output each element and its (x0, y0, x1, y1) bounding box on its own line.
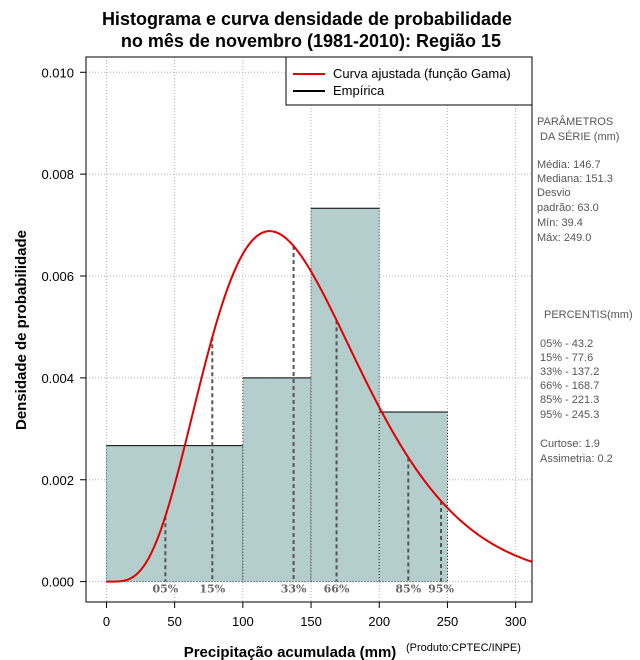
y-axis-label: Densidade de probabilidade (13, 230, 30, 430)
x-tick-label-5: 250 (437, 614, 459, 629)
percentile-label-3: 66% (324, 583, 350, 596)
percentile-label-1: 15% (199, 583, 225, 596)
legend-box (285, 56, 533, 106)
percentile-label-4: 85% (395, 583, 421, 596)
stat-desvio-2: padrão: 63.0 (537, 202, 599, 214)
percentile-labels: 05% 15% 33% 66% 85% 95% (152, 583, 454, 596)
statistics-panel: PARÂMETROS DA SÉRIE (mm) Média: 146.7 Me… (537, 115, 633, 465)
x-tick-label-2: 100 (232, 614, 254, 629)
percentile-label-0: 05% (152, 583, 178, 596)
legend: Curva ajustada (função Gama) Empírica (285, 56, 533, 106)
x-tick-label-0: 0 (103, 614, 110, 629)
pct-66: 66% - 168.7 (540, 380, 599, 392)
gamma-curve (106, 230, 533, 583)
percentis-title: PERCENTIS(mm) (544, 309, 633, 321)
x-axis-label: Precipitação acumulada (mm) (184, 644, 397, 660)
stat-media: Média: 146.7 (537, 159, 601, 171)
histogram-bars (105, 207, 448, 583)
x-axis-ticks: 0 50 100 150 200 250 300 (103, 602, 527, 629)
y-tick-label-2: 0.004 (41, 371, 74, 386)
y-axis-ticks: 0.000 0.002 0.004 0.006 0.008 0.010 (41, 65, 86, 590)
stat-desvio-1: Desvio (537, 187, 571, 199)
stat-assimetria: Assimetria: 0.2 (540, 453, 613, 465)
x-tick-label-6: 300 (505, 614, 527, 629)
legend-curve-label: Curva ajustada (função Gama) (333, 66, 511, 81)
bar-2 (311, 208, 380, 582)
pct-85: 85% - 221.3 (540, 394, 599, 406)
legend-empirical-label: Empírica (333, 83, 385, 98)
params-title-2: DA SÉRIE (mm) (540, 130, 619, 143)
pct-05: 05% - 43.2 (540, 338, 593, 350)
percentile-label-2: 33% (281, 583, 307, 596)
stat-max: Máx: 249.0 (537, 232, 591, 244)
x-tick-label-4: 200 (368, 614, 390, 629)
y-tick-label-5: 0.010 (41, 65, 74, 80)
credit-text: (Produto:CPTEC/INPE) (406, 642, 521, 654)
y-tick-label-3: 0.006 (41, 269, 74, 284)
stat-mediana: Mediana: 151.3 (537, 173, 613, 185)
gamma-curve-line (106, 230, 533, 583)
pct-33: 33% - 137.2 (540, 366, 599, 378)
pct-95: 95% - 245.3 (540, 409, 599, 421)
percentile-label-5: 95% (428, 583, 454, 596)
stat-min: Mín: 39.4 (537, 217, 583, 229)
y-tick-label-4: 0.008 (41, 167, 74, 182)
chart-title-line-2: no mês de novembro (1981-2010): Região 1… (121, 31, 501, 51)
bar-1 (242, 377, 312, 582)
x-tick-label-3: 150 (300, 614, 322, 629)
stat-curtose: Curtose: 1.9 (540, 438, 600, 450)
chart-title-line-1: Histograma e curva densidade de probabil… (102, 9, 512, 29)
x-tick-label-1: 50 (167, 614, 181, 629)
y-tick-label-1: 0.002 (41, 473, 74, 488)
bar-0 (106, 445, 243, 582)
pct-15: 15% - 77.6 (540, 352, 593, 364)
percentile-lines (164, 246, 443, 582)
params-title-1: PARÂMETROS (537, 115, 613, 128)
y-tick-label-0: 0.000 (41, 575, 74, 590)
